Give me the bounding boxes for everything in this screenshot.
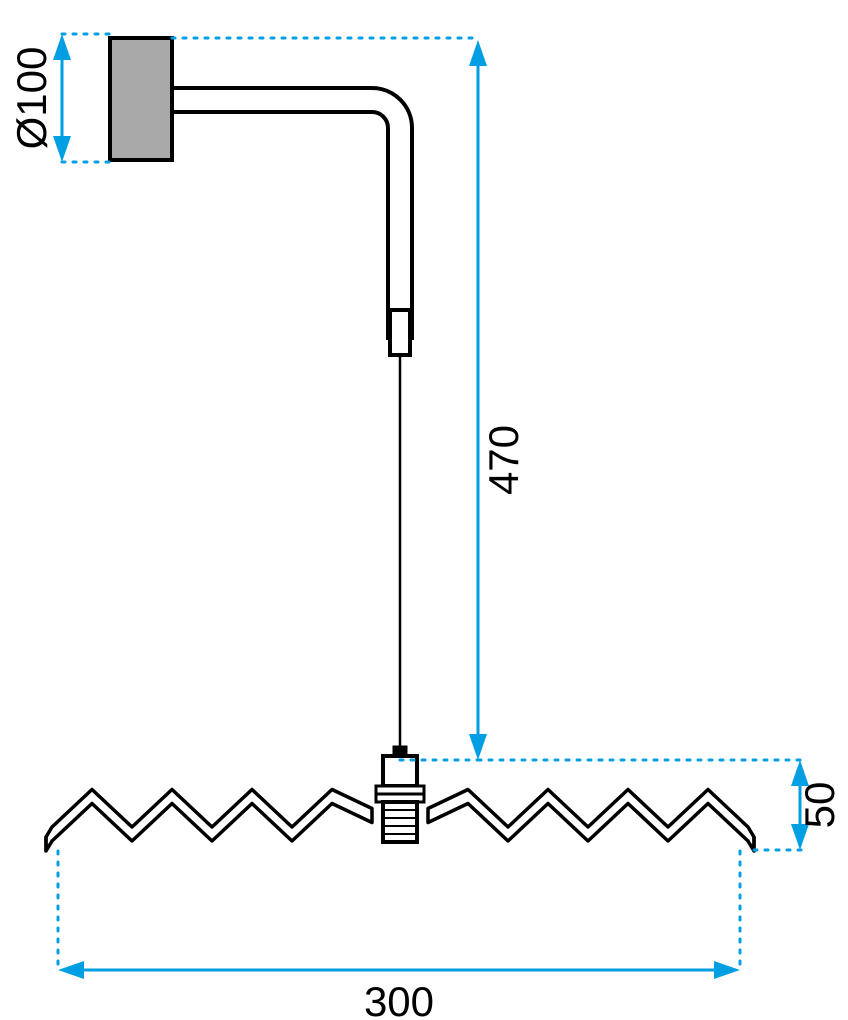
dim-shade-width-label: 300 xyxy=(364,978,434,1020)
dim-height-label: 470 xyxy=(480,425,527,495)
dim-diameter-label: Ø100 xyxy=(8,47,55,150)
dim-shade-height-label: 50 xyxy=(796,782,843,829)
